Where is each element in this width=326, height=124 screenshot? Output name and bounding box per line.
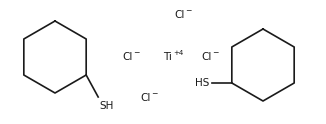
Text: −: − xyxy=(151,90,157,98)
Text: Cl: Cl xyxy=(140,93,150,103)
Text: −: − xyxy=(133,48,140,58)
Text: SH: SH xyxy=(99,101,113,111)
Text: −: − xyxy=(185,6,191,16)
Text: +4: +4 xyxy=(173,50,183,56)
Text: Cl: Cl xyxy=(122,52,132,62)
Text: Ti: Ti xyxy=(163,52,172,62)
Text: HS: HS xyxy=(196,78,210,88)
Text: Cl: Cl xyxy=(174,10,185,20)
Text: −: − xyxy=(212,48,218,58)
Text: Cl: Cl xyxy=(201,52,211,62)
